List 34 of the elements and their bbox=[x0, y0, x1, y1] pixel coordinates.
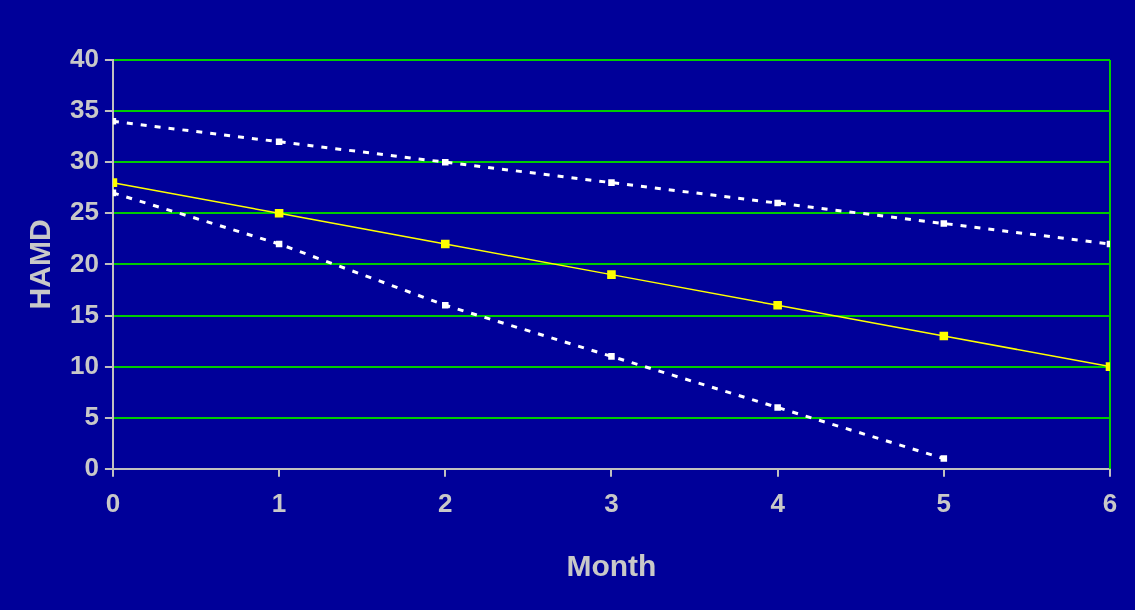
y-axis-title: HAMD bbox=[23, 219, 57, 310]
y-tick-label: 35 bbox=[70, 94, 99, 125]
x-tick-label: 4 bbox=[770, 487, 786, 518]
point bbox=[607, 270, 616, 279]
point bbox=[440, 239, 450, 249]
x-tick-label: 3 bbox=[604, 487, 619, 518]
y-tick-label: 10 bbox=[70, 349, 99, 380]
point bbox=[608, 353, 615, 360]
point bbox=[112, 118, 117, 125]
x-axis-title: Month bbox=[566, 549, 657, 583]
y-tick-label: 20 bbox=[70, 247, 99, 278]
x-tick-label: 2 bbox=[438, 487, 453, 518]
x-tick-label: 0 bbox=[105, 487, 121, 518]
point bbox=[773, 300, 782, 310]
point bbox=[940, 455, 948, 462]
y-tick-label: 25 bbox=[70, 196, 99, 227]
point bbox=[940, 220, 948, 227]
y-tick-label: 0 bbox=[84, 451, 99, 482]
point bbox=[274, 209, 284, 218]
y-tick-label: 5 bbox=[84, 400, 99, 431]
y-tick-label: 30 bbox=[70, 145, 99, 176]
y-tick-label: 40 bbox=[70, 43, 99, 74]
point bbox=[442, 158, 449, 166]
point bbox=[442, 302, 449, 309]
x-tick-label: 1 bbox=[271, 487, 287, 518]
x-tick-label: 6 bbox=[1102, 487, 1118, 518]
point bbox=[275, 138, 283, 146]
x-tick-label: 5 bbox=[936, 487, 952, 518]
point bbox=[774, 404, 781, 411]
point bbox=[275, 240, 283, 248]
point bbox=[608, 179, 615, 186]
y-tick-label: 15 bbox=[70, 298, 99, 329]
point bbox=[939, 331, 949, 341]
point bbox=[774, 199, 781, 207]
